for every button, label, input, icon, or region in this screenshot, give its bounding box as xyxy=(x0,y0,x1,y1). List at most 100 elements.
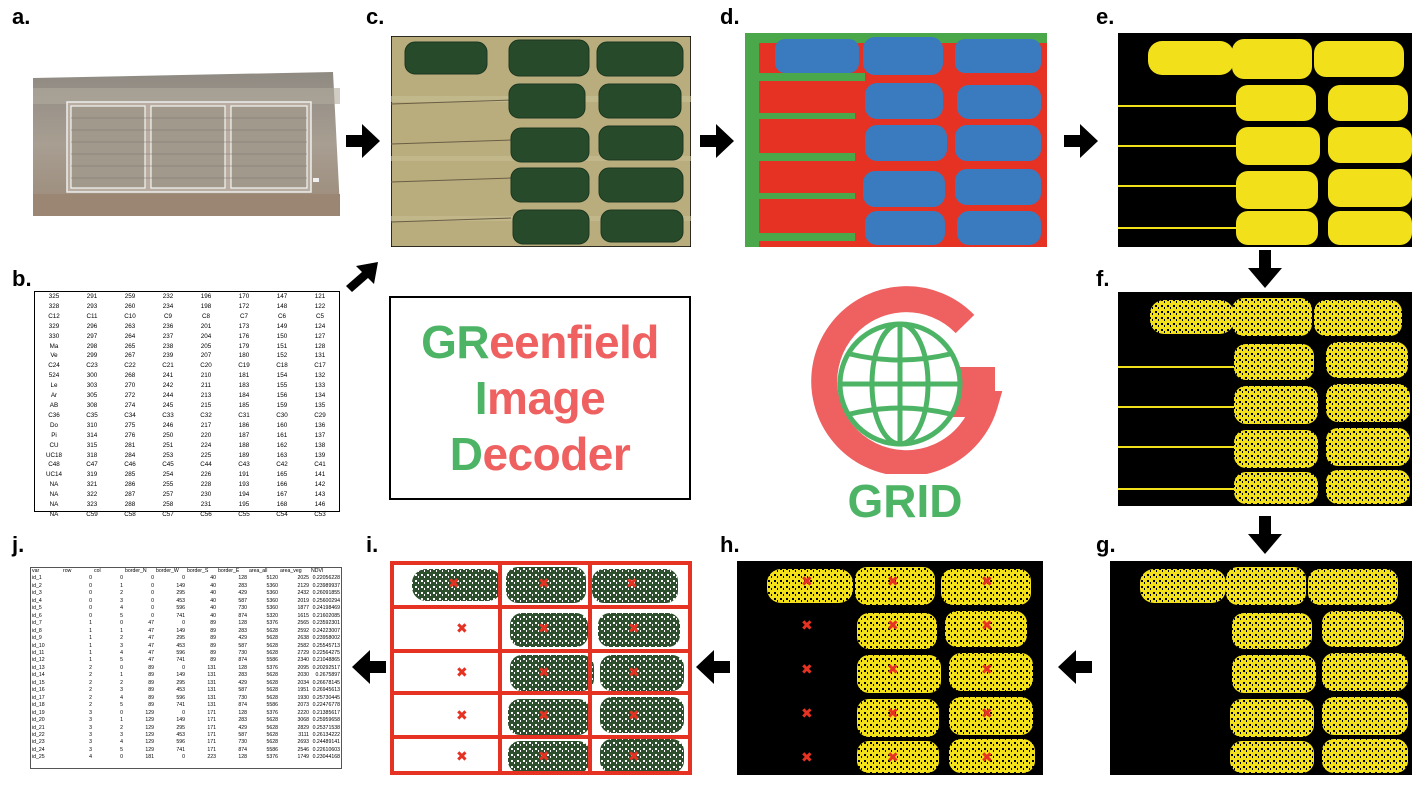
svg-text:✖: ✖ xyxy=(456,665,468,681)
table-cell: 730 xyxy=(238,694,247,701)
table-cell: 4 xyxy=(120,649,123,656)
table-cell: 162 xyxy=(276,441,288,449)
table-cell: 874 xyxy=(238,657,247,664)
table-cell: 184 xyxy=(238,392,250,400)
table-cell: 47 xyxy=(148,649,154,656)
table-cell: 596 xyxy=(176,739,185,746)
table-cell: 5 xyxy=(120,657,123,664)
table-cell: 2 xyxy=(89,672,92,679)
table-cell: 172 xyxy=(238,302,250,310)
table-cell: 2073 xyxy=(297,702,309,709)
table-cell: 429 xyxy=(238,679,247,686)
svg-text:✖: ✖ xyxy=(456,621,468,637)
table-cell: 2019 xyxy=(297,597,309,604)
table-row: id_4 0 3 0 453 40 587 5360 2019 0.25600294 xyxy=(31,598,341,605)
cleaned-mask-image xyxy=(1110,561,1412,775)
table-cell: id_22 xyxy=(32,731,45,738)
table-cell: id_16 xyxy=(32,687,45,694)
table-cell: 134 xyxy=(314,392,326,400)
table-cell: Do xyxy=(49,421,59,429)
table-cell: 146 xyxy=(314,501,326,509)
table-cell: 1 xyxy=(120,627,123,634)
panel-label-a: a. xyxy=(12,4,31,29)
arrow-up-right-icon xyxy=(346,262,378,292)
table-cell: id_2 xyxy=(32,582,42,589)
table-cell: 170 xyxy=(238,293,250,300)
table-cell: id_6 xyxy=(32,612,42,619)
table-cell: NA xyxy=(49,491,59,499)
table-cell: 0 xyxy=(89,597,92,604)
table-cell: 128 xyxy=(238,620,247,627)
table-cell: 40 xyxy=(210,590,216,597)
table-cell: 149 xyxy=(176,582,185,589)
table-cell: 1930 xyxy=(297,694,309,701)
table-cell: C20 xyxy=(200,362,212,370)
table-cell: 0 xyxy=(182,575,185,582)
table-cell: C6 xyxy=(277,312,287,320)
table-cell: 150 xyxy=(276,332,288,340)
grid-logo-icon xyxy=(811,286,1003,474)
table-cell: 224 xyxy=(200,441,212,449)
field-map-table: 325 291 259 232 196 170 147 121 328 293 260 234 198 1… xyxy=(34,291,340,518)
table-cell: 2638 xyxy=(297,635,309,642)
table-cell: 1 xyxy=(89,649,92,656)
table-cell: 0.26091855 xyxy=(312,590,340,597)
table-row: id_25 4 0 181 0 223 128 5376 1749 0.23044168 xyxy=(31,754,341,761)
table-cell: 741 xyxy=(176,612,185,619)
table-cell: 189 xyxy=(238,451,250,459)
table-cell: 167 xyxy=(276,491,288,499)
table-cell: 264 xyxy=(124,332,136,340)
table-cell: 2030 xyxy=(297,672,309,679)
title-line-3: Decoder xyxy=(450,426,631,482)
table-row: 524 300 268 241 210 181 154 132 xyxy=(35,371,339,381)
table-cell: 295 xyxy=(176,724,185,731)
column-header: var xyxy=(32,568,40,574)
table-row: NA 323 288 258 231 195 168 146 xyxy=(35,500,339,510)
table-cell: 148 xyxy=(276,302,288,310)
column-header: area_all xyxy=(249,568,268,574)
table-cell: 2034 xyxy=(297,679,309,686)
table-cell: 283 xyxy=(238,582,247,589)
table-row: id_7 1 0 47 0 89 128 5376 2565 0.23592301 xyxy=(31,620,341,627)
column-header: border_N xyxy=(125,568,147,574)
svg-text:✖: ✖ xyxy=(887,706,899,722)
table-cell: 168 xyxy=(276,501,288,509)
svg-text:✖: ✖ xyxy=(887,750,899,766)
column-header: row xyxy=(63,568,72,574)
table-cell: 124 xyxy=(314,322,326,330)
table-cell: 284 xyxy=(124,451,136,459)
table-cell: CU xyxy=(49,441,59,449)
table-cell: 159 xyxy=(276,401,288,409)
table-row: NA C59 C58 C57 C56 C55 C54 C53 xyxy=(35,510,339,520)
table-cell: 2 xyxy=(120,724,123,731)
table-cell: 166 xyxy=(276,481,288,489)
column-header: border_W xyxy=(156,568,179,574)
table-cell: 0 xyxy=(89,605,92,612)
table-cell: 89 xyxy=(148,687,154,694)
table-cell: id_9 xyxy=(32,635,42,642)
table-cell: 5586 xyxy=(266,702,278,709)
table-cell: id_17 xyxy=(32,694,45,701)
table-cell: 5376 xyxy=(266,620,278,627)
table-cell: C42 xyxy=(276,461,288,469)
table-row: id_21 3 2 129 295 171 429 5628 2829 0.25371538 xyxy=(31,725,341,732)
title-line-2: Image xyxy=(475,370,606,426)
table-cell: 322 xyxy=(86,491,98,499)
table-cell: 5628 xyxy=(266,679,278,686)
panel-label-e: e. xyxy=(1096,4,1115,29)
table-cell: 131 xyxy=(207,679,216,686)
table-cell: 4 xyxy=(120,605,123,612)
table-cell: 5628 xyxy=(266,672,278,679)
table-cell: 246 xyxy=(162,421,174,429)
table-cell: 4 xyxy=(120,694,123,701)
table-cell: 5628 xyxy=(266,694,278,701)
table-cell: 5628 xyxy=(266,627,278,634)
table-cell: 258 xyxy=(162,501,174,509)
table-cell: 303 xyxy=(86,382,98,390)
table-cell: id_12 xyxy=(32,657,45,664)
table-cell: 296 xyxy=(86,322,98,330)
table-cell: 198 xyxy=(200,302,212,310)
table-cell: 741 xyxy=(176,657,185,664)
table-row: id_14 2 1 89 149 131 283 5628 2030 0.2675897 xyxy=(31,672,341,679)
table-cell: 295 xyxy=(176,679,185,686)
